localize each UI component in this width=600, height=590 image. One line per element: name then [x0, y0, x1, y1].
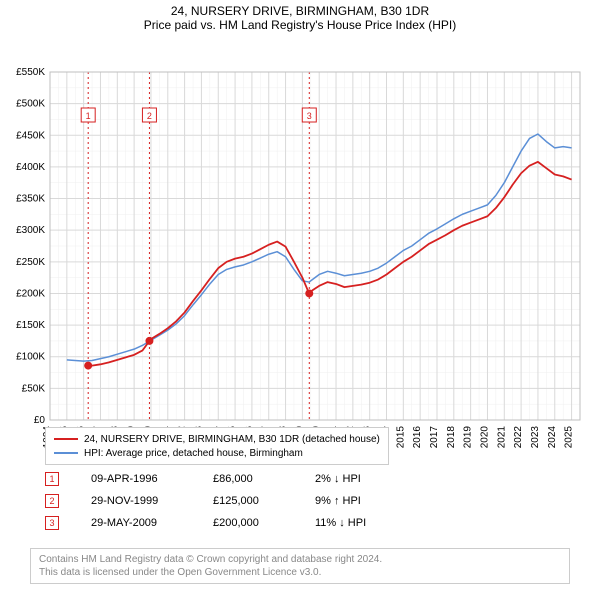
attribution-line2: This data is licensed under the Open Gov…: [39, 566, 561, 579]
sale-row: 2 29-NOV-1999 £125,000 9% ↑ HPI: [45, 490, 405, 512]
line-chart: £0 £50K £100K £150K £200K £250K £300K £350K £400…: [0, 32, 600, 452]
sale-row: 3 29-MAY-2009 £200,000 11% ↓ HPI: [45, 512, 405, 534]
svg-text:£300K: £300K: [16, 225, 45, 236]
svg-text:2021: 2021: [496, 426, 507, 449]
svg-text:£500K: £500K: [16, 99, 45, 110]
legend-swatch: [54, 438, 78, 440]
legend-swatch: [54, 452, 78, 454]
sale-pct-vs-hpi: 11% ↓ HPI: [315, 517, 405, 529]
legend-label: 24, NURSERY DRIVE, BIRMINGHAM, B30 1DR (…: [84, 434, 380, 445]
svg-text:2015: 2015: [395, 426, 406, 449]
svg-text:£200K: £200K: [16, 288, 45, 299]
chart-container: 24, NURSERY DRIVE, BIRMINGHAM, B30 1DR P…: [0, 0, 600, 590]
svg-text:£150K: £150K: [16, 320, 45, 331]
sale-date: 29-NOV-1999: [91, 495, 181, 507]
svg-text:2025: 2025: [564, 426, 575, 449]
svg-text:£400K: £400K: [16, 162, 45, 173]
sale-marker-box: 1: [45, 472, 59, 486]
svg-text:2016: 2016: [412, 426, 423, 449]
svg-text:2022: 2022: [513, 426, 524, 449]
sale-price: £200,000: [213, 517, 283, 529]
sale-price: £125,000: [213, 495, 283, 507]
attribution-footer: Contains HM Land Registry data © Crown c…: [30, 548, 570, 584]
sale-row: 1 09-APR-1996 £86,000 2% ↓ HPI: [45, 468, 405, 490]
sale-pct-vs-hpi: 9% ↑ HPI: [315, 495, 405, 507]
attribution-line1: Contains HM Land Registry data © Crown c…: [39, 553, 561, 566]
svg-text:2019: 2019: [463, 426, 474, 449]
svg-text:3: 3: [307, 111, 312, 121]
svg-text:£100K: £100K: [16, 352, 45, 363]
sale-date: 29-MAY-2009: [91, 517, 181, 529]
svg-text:1: 1: [86, 111, 91, 121]
svg-text:£350K: £350K: [16, 194, 45, 205]
chart-title-line1: 24, NURSERY DRIVE, BIRMINGHAM, B30 1DR: [0, 4, 600, 18]
svg-text:2018: 2018: [446, 426, 457, 449]
sale-pct-vs-hpi: 2% ↓ HPI: [315, 473, 405, 485]
legend-label: HPI: Average price, detached house, Birm…: [84, 448, 303, 459]
svg-text:£450K: £450K: [16, 130, 45, 141]
svg-text:£0: £0: [34, 415, 46, 426]
chart-title-line2: Price paid vs. HM Land Registry's House …: [0, 18, 600, 32]
sales-table: 1 09-APR-1996 £86,000 2% ↓ HPI 2 29-NOV-1999 £…: [45, 468, 405, 534]
chart-legend: 24, NURSERY DRIVE, BIRMINGHAM, B30 1DR (…: [45, 427, 389, 465]
sale-marker-box: 3: [45, 516, 59, 530]
sale-date: 09-APR-1996: [91, 473, 181, 485]
svg-text:2020: 2020: [479, 426, 490, 449]
sale-marker-box: 2: [45, 494, 59, 508]
svg-text:£50K: £50K: [22, 383, 46, 394]
sale-price: £86,000: [213, 473, 283, 485]
svg-text:£550K: £550K: [16, 67, 45, 78]
svg-text:2023: 2023: [530, 426, 541, 449]
svg-text:£250K: £250K: [16, 257, 45, 268]
svg-text:2: 2: [147, 111, 152, 121]
legend-item: 24, NURSERY DRIVE, BIRMINGHAM, B30 1DR (…: [54, 432, 380, 446]
legend-item: HPI: Average price, detached house, Birm…: [54, 446, 380, 460]
svg-text:2024: 2024: [547, 426, 558, 449]
svg-text:2017: 2017: [429, 426, 440, 449]
